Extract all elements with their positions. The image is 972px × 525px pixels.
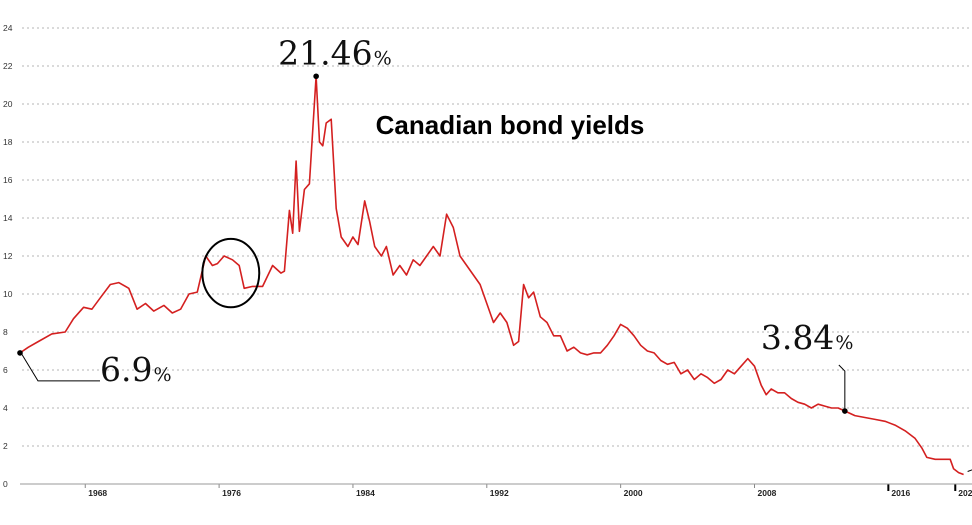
y-tick-label: 8 (3, 327, 8, 337)
y-tick-label: 18 (3, 137, 13, 147)
gridlines (22, 27, 972, 447)
y-tick-label: 16 (3, 175, 13, 185)
y-tick-label: 4 (3, 403, 8, 413)
x-tick-label: 2020 (958, 488, 972, 498)
annotation-unit: % (835, 332, 853, 354)
y-tick-label: 12 (3, 251, 13, 261)
annotation-leader-line (20, 352, 100, 382)
y-tick-label: 22 (3, 61, 13, 71)
y-tick-label: 20 (3, 99, 13, 109)
y-tick-label: 14 (3, 213, 13, 223)
x-tick-label: 1968 (88, 488, 107, 498)
annotation-dot (842, 408, 848, 414)
annotation-unit: % (374, 47, 392, 69)
highlight-circle (201, 237, 261, 309)
x-tick-label: 1992 (490, 488, 509, 498)
y-tick-label: 6 (3, 365, 8, 375)
annotation-label: 21.46% (278, 33, 392, 72)
annotation-value: 21.46 (278, 33, 372, 72)
yield-series-line (19, 75, 964, 476)
chart-title: Canadian bond yields (376, 110, 645, 140)
y-tick-label: 10 (3, 289, 13, 299)
annotation-leader-line (967, 469, 972, 472)
y-tick-label: 0 (3, 479, 8, 489)
x-tick-label: 2000 (624, 488, 643, 498)
x-tick-label: 1976 (222, 488, 241, 498)
x-tick-label: 2016 (891, 488, 910, 498)
annotation-unit: % (153, 364, 171, 386)
x-axis-ticks: 1968 1976 1984 1992 2000 2008 2016 2020 (84, 484, 972, 498)
y-tick-label: 2 (3, 441, 8, 451)
annotation-dot (313, 73, 319, 80)
x-tick-label: 2008 (757, 488, 776, 498)
annotation-value: 6.9 (100, 350, 152, 389)
annotation-leader-line (838, 364, 846, 412)
annotations: 6.9%21.46%3.84%.88% (17, 33, 972, 472)
annotation-label: 3.84% (761, 318, 854, 357)
y-tick-label: 24 (3, 23, 13, 33)
x-tick-label: 1984 (356, 488, 375, 498)
annotation-label: 6.9% (100, 350, 172, 389)
annotation-value: 3.84 (761, 318, 834, 357)
